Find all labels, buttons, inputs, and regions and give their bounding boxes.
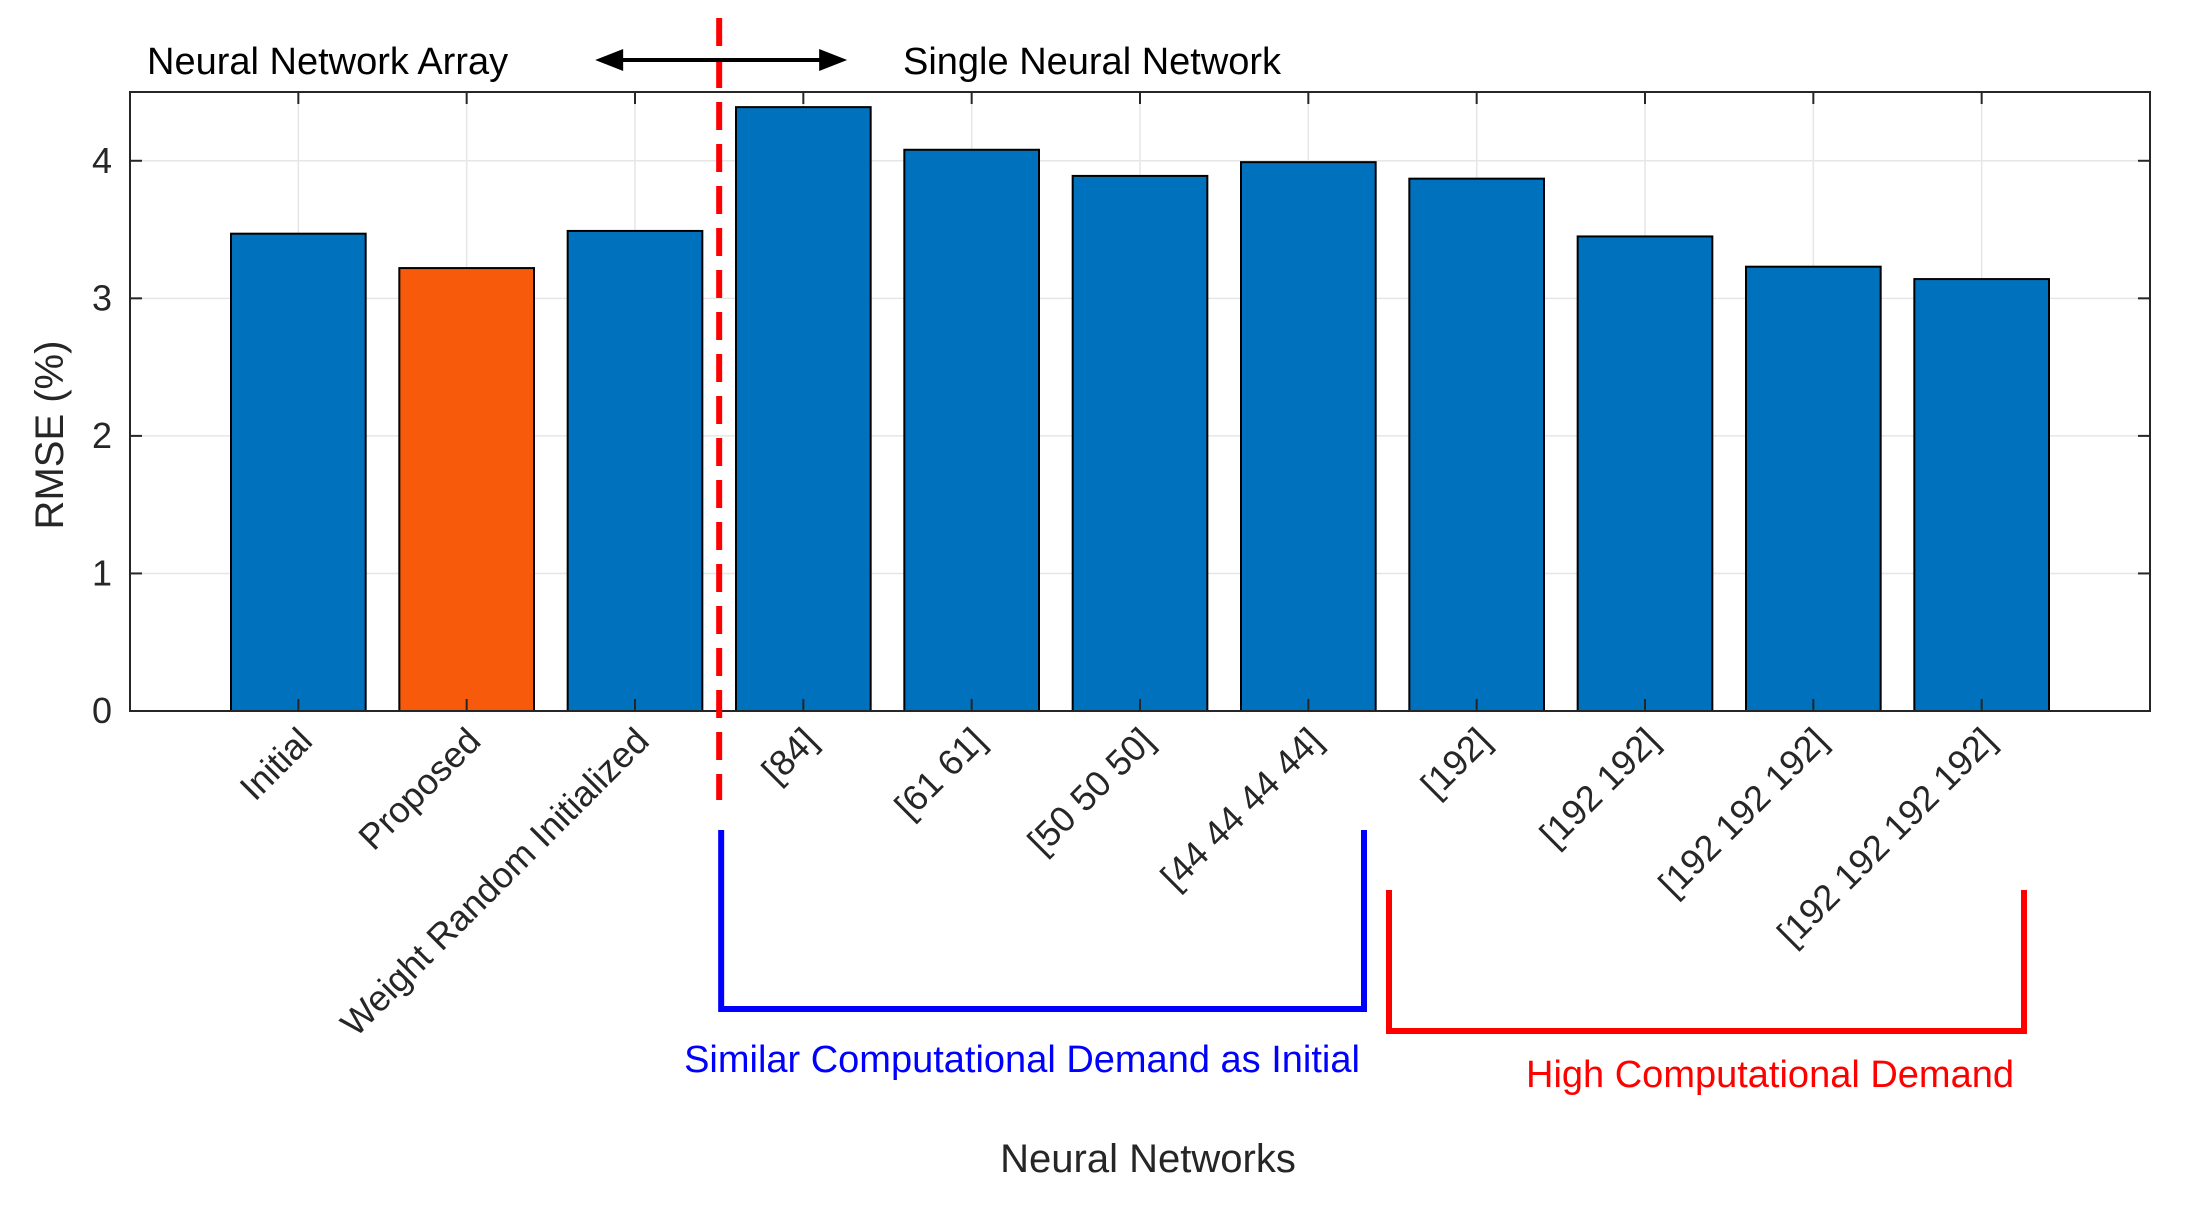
neural-network-array-label: Neural Network Array [147, 41, 508, 83]
bar-3 [735, 106, 872, 713]
bar-4 [903, 148, 1040, 713]
annotations [595, 18, 2027, 1034]
x-tick-label: Proposed [350, 720, 488, 858]
bar-0 [230, 232, 367, 712]
group-bracket-1 [1386, 890, 2027, 1034]
x-tick-label: [50 50 50] [1019, 720, 1161, 862]
group-bracket-0 [718, 830, 1367, 1012]
x-tick-label: [192] [1413, 720, 1499, 806]
bars [230, 106, 2051, 713]
similar-demand-group-label: Similar Computational Demand as Initial [684, 1039, 1360, 1081]
bar-9 [1745, 265, 1882, 712]
y-tick-label: 2 [92, 415, 112, 456]
bar-10 [1913, 278, 2051, 712]
bar-2 [566, 229, 704, 712]
single-neural-network-label: Single Neural Network [903, 41, 1282, 83]
y-tick-label: 4 [92, 140, 112, 181]
arrowhead-left [595, 49, 624, 71]
x-tick-label: [84] [754, 720, 825, 791]
x-tick-label: [192 192] [1532, 720, 1667, 855]
bar-7 [1408, 177, 1546, 713]
y-axis-title: RMSE (%) [28, 341, 72, 530]
y-tick-label: 1 [92, 552, 112, 593]
x-tick-label: Weight Random Initialized [332, 720, 656, 1044]
bar-6 [1240, 161, 1377, 713]
y-axis-ticks: 0 1 2 3 4 [92, 140, 2150, 731]
bar-1 [398, 267, 536, 712]
bar-5 [1071, 174, 1209, 713]
y-tick-label: 3 [92, 277, 112, 318]
arrowhead-right [819, 49, 848, 71]
x-tick-label: Initial [232, 720, 320, 808]
x-tick-label: [192 192 192] [1650, 720, 1835, 905]
y-tick-label: 0 [92, 690, 112, 731]
high-demand-group-label: High Computational Demand [1526, 1054, 2014, 1096]
x-tick-label: [44 44 44 44] [1152, 720, 1330, 898]
x-tick-label: [61 61] [886, 720, 993, 827]
x-axis-title: Neural Networks [1000, 1137, 1296, 1181]
bar-8 [1576, 235, 1714, 713]
